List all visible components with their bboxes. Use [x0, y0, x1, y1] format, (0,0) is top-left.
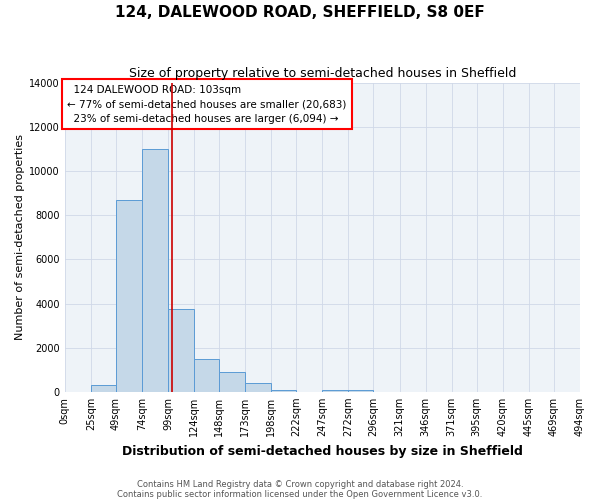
Bar — [194, 358, 219, 392]
Bar — [142, 149, 168, 392]
Bar — [168, 309, 194, 392]
Text: Contains HM Land Registry data © Crown copyright and database right 2024.
Contai: Contains HM Land Registry data © Crown c… — [118, 480, 482, 499]
Bar — [219, 372, 245, 392]
Bar — [245, 383, 271, 392]
X-axis label: Distribution of semi-detached houses by size in Sheffield: Distribution of semi-detached houses by … — [122, 444, 523, 458]
Text: 124 DALEWOOD ROAD: 103sqm
← 77% of semi-detached houses are smaller (20,683)
  2: 124 DALEWOOD ROAD: 103sqm ← 77% of semi-… — [67, 84, 347, 124]
Y-axis label: Number of semi-detached properties: Number of semi-detached properties — [15, 134, 25, 340]
Bar — [322, 390, 349, 392]
Title: Size of property relative to semi-detached houses in Sheffield: Size of property relative to semi-detach… — [129, 68, 516, 80]
Bar — [116, 200, 142, 392]
Bar — [271, 390, 296, 392]
Bar — [91, 385, 116, 392]
Bar — [349, 390, 373, 392]
Text: 124, DALEWOOD ROAD, SHEFFIELD, S8 0EF: 124, DALEWOOD ROAD, SHEFFIELD, S8 0EF — [115, 5, 485, 20]
